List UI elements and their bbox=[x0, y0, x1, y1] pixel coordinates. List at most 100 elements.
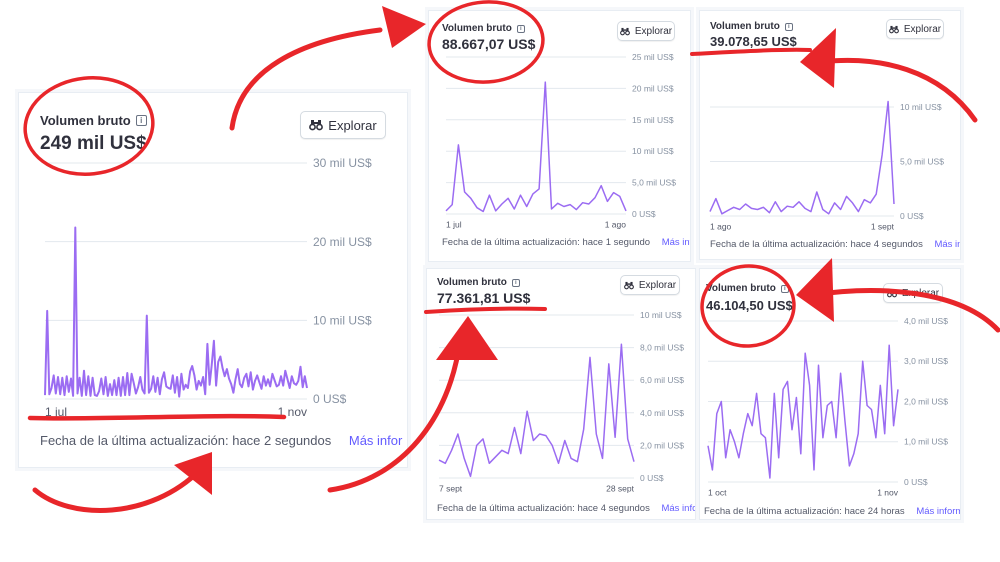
volume-card-3: Volumen bruto i 39.078,65 US$ Explorar F… bbox=[699, 10, 961, 260]
y-tick-label: 0 US$ bbox=[900, 211, 924, 221]
gross-volume-value: 39.078,65 US$ bbox=[710, 34, 797, 49]
x-tick-label: 28 sept bbox=[606, 484, 635, 494]
y-tick-label: 2,0 mil US$ bbox=[640, 440, 684, 450]
series-line bbox=[445, 81, 627, 213]
more-info-link[interactable]: Más informa bbox=[916, 506, 960, 517]
y-tick-label: 30 mil US$ bbox=[313, 156, 372, 170]
arrowhead-top bbox=[382, 6, 426, 48]
last-updated-footer: Fecha de la última actualización: hace 4… bbox=[437, 503, 696, 514]
card-title-text: Volumen bruto bbox=[710, 21, 780, 32]
card-title: Volumen bruto i bbox=[442, 23, 525, 34]
last-updated-text: Fecha de la última actualización: hace 4… bbox=[710, 239, 923, 250]
gross-volume-value: 46.104,50 US$ bbox=[706, 298, 793, 313]
more-info-link[interactable]: Más info bbox=[661, 503, 696, 514]
y-tick-label: 10 mil US$ bbox=[313, 314, 372, 328]
explore-button[interactable]: Explorar bbox=[620, 275, 680, 295]
card-title: Volumen bruto i bbox=[710, 21, 793, 32]
last-updated-footer: Fecha de la última actualización: hace 2… bbox=[704, 506, 960, 517]
x-tick-label: 1 jul bbox=[446, 220, 462, 230]
y-tick-label: 0 US$ bbox=[632, 209, 656, 219]
info-icon[interactable]: i bbox=[516, 24, 525, 33]
y-tick-label: 5,0 mil US$ bbox=[632, 178, 676, 188]
x-tick-label: 1 nov bbox=[278, 405, 307, 419]
last-updated-text: Fecha de la última actualización: hace 1… bbox=[442, 237, 651, 248]
y-tick-label: 10 mil US$ bbox=[900, 102, 942, 112]
series-line bbox=[438, 343, 635, 478]
x-tick-label: 1 ago bbox=[710, 222, 732, 232]
more-info-link[interactable]: Más infor bbox=[348, 433, 403, 448]
explore-button[interactable]: Explorar bbox=[883, 283, 943, 303]
volume-card-4: Volumen bruto i 77.361,81 US$ Explorar F… bbox=[426, 268, 696, 520]
binoculars-icon bbox=[309, 120, 324, 131]
info-icon[interactable]: i bbox=[135, 115, 147, 126]
y-tick-label: 15 mil US$ bbox=[632, 115, 674, 125]
x-tick-label: 1 nov bbox=[877, 488, 899, 498]
y-tick-label: 4,0 mil US$ bbox=[904, 316, 948, 326]
y-tick-label: 8,0 mil US$ bbox=[640, 343, 684, 353]
explore-button-label: Explorar bbox=[638, 279, 677, 291]
series-line bbox=[44, 226, 308, 398]
y-tick-label: 0 US$ bbox=[640, 473, 664, 483]
y-tick-label: 20 mil US$ bbox=[632, 83, 674, 93]
volume-card-5: Volumen bruto i 46.104,50 US$ Explorar F… bbox=[699, 268, 961, 520]
y-tick-label: 3,0 mil US$ bbox=[904, 356, 948, 366]
gross-volume-value: 249 mil US$ bbox=[40, 133, 147, 154]
y-tick-label: 25 mil US$ bbox=[632, 52, 674, 62]
y-tick-label: 10 mil US$ bbox=[632, 146, 674, 156]
x-tick-label: 1 jul bbox=[45, 405, 67, 419]
y-tick-label: 0 US$ bbox=[313, 392, 347, 406]
y-tick-label: 6,0 mil US$ bbox=[640, 375, 684, 385]
volume-line-chart[interactable]: 0 US$ 1,0 mil US$ 2,0 mil US$ 3,0 mil US$ 4,… bbox=[707, 313, 961, 498]
last-updated-text: Fecha de la última actualización: hace 2… bbox=[40, 433, 332, 448]
x-tick-label: 1 oct bbox=[708, 488, 727, 498]
explore-button[interactable]: Explorar bbox=[300, 111, 386, 139]
card-title-text: Volumen bruto bbox=[40, 113, 131, 128]
binoculars-icon bbox=[623, 281, 634, 289]
explore-button-label: Explorar bbox=[328, 117, 377, 133]
explore-button[interactable]: Explorar bbox=[617, 21, 675, 41]
more-info-link[interactable]: Más infor bbox=[934, 239, 960, 250]
gross-volume-value: 77.361,81 US$ bbox=[437, 290, 531, 306]
explore-button-label: Explorar bbox=[901, 287, 940, 299]
card-title-text: Volumen bruto bbox=[437, 277, 507, 288]
volume-line-chart[interactable]: 0 US$ 10 mil US$ 20 mil US$ 30 mil US$ 1 jul… bbox=[44, 155, 387, 419]
volume-card-1: Volumen bruto i 249 mil US$ Explorar Fec… bbox=[18, 92, 408, 468]
info-icon[interactable]: i bbox=[784, 22, 793, 31]
volume-line-chart[interactable]: 0 US$ 5,0 mil US$ 10 mil US$ 1 ago 1 sept bbox=[709, 99, 961, 232]
volume-line-chart[interactable]: 0 US$ 5,0 mil US$ 10 mil US$ 15 mil US$ 20 m… bbox=[445, 49, 691, 230]
x-tick-label: 1 sept bbox=[871, 222, 895, 232]
binoculars-icon bbox=[619, 27, 630, 35]
binoculars-icon bbox=[888, 25, 899, 33]
volume-line-chart[interactable]: 0 US$ 2,0 mil US$ 4,0 mil US$ 6,0 mil US$ 8,… bbox=[438, 307, 696, 494]
y-tick-label: 1,0 mil US$ bbox=[904, 437, 948, 447]
last-updated-footer: Fecha de la última actualización: hace 2… bbox=[40, 433, 402, 448]
y-tick-label: 2,0 mil US$ bbox=[904, 396, 948, 406]
y-tick-label: 5,0 mil US$ bbox=[900, 156, 944, 166]
volume-card-2: Volumen bruto i 88.667,07 US$ Explorar F… bbox=[428, 10, 691, 262]
card-title: Volumen bruto i bbox=[437, 277, 520, 288]
card-title: Volumen bruto i bbox=[40, 113, 147, 128]
explore-button[interactable]: Explorar bbox=[886, 19, 944, 39]
explore-button-label: Explorar bbox=[634, 25, 673, 37]
explore-button-label: Explorar bbox=[903, 23, 942, 35]
series-line bbox=[707, 344, 899, 479]
last-updated-text: Fecha de la última actualización: hace 4… bbox=[437, 503, 650, 514]
info-icon[interactable]: i bbox=[780, 284, 789, 293]
card-title-text: Volumen bruto bbox=[706, 283, 776, 294]
binoculars-icon bbox=[886, 289, 897, 297]
last-updated-footer: Fecha de la última actualización: hace 1… bbox=[442, 237, 690, 248]
card-title-text: Volumen bruto bbox=[442, 23, 512, 34]
y-tick-label: 10 mil US$ bbox=[640, 310, 682, 320]
y-tick-label: 20 mil US$ bbox=[313, 235, 372, 249]
last-updated-text: Fecha de la última actualización: hace 2… bbox=[704, 506, 905, 517]
info-icon[interactable]: i bbox=[511, 278, 520, 287]
y-tick-label: 0 US$ bbox=[904, 477, 928, 487]
more-info-link[interactable]: Más infor bbox=[661, 237, 690, 248]
arrow-curve-bottom-left bbox=[32, 467, 203, 513]
card-title: Volumen bruto i bbox=[706, 283, 789, 294]
x-tick-label: 7 sept bbox=[439, 484, 463, 494]
y-tick-label: 4,0 mil US$ bbox=[640, 408, 684, 418]
series-line bbox=[709, 100, 895, 215]
x-tick-label: 1 ago bbox=[605, 220, 627, 230]
last-updated-footer: Fecha de la última actualización: hace 4… bbox=[710, 239, 960, 250]
